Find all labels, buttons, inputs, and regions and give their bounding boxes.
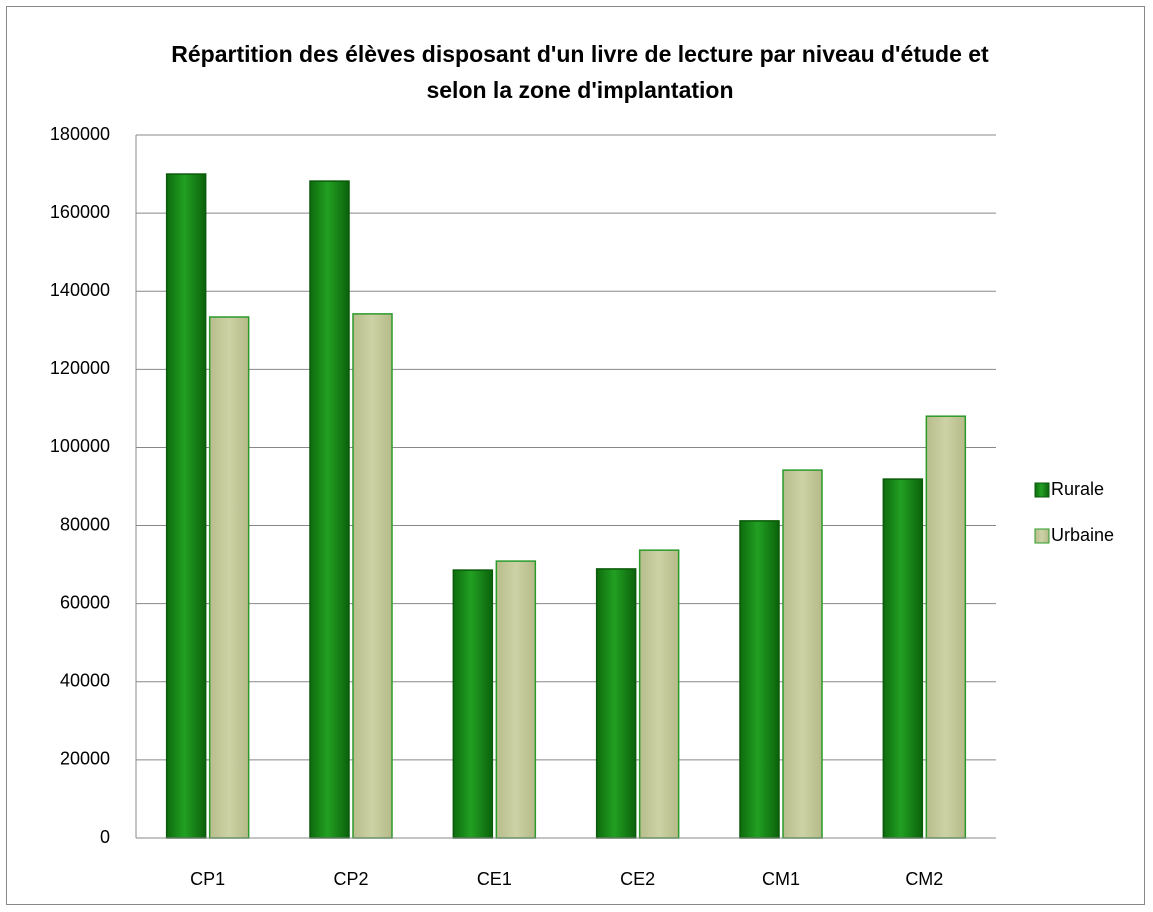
chart-title: Répartition des élèves disposant d'un li… — [171, 41, 989, 103]
x-tick-label: CE2 — [620, 869, 655, 889]
y-tick-label: 0 — [100, 827, 110, 847]
bar — [452, 569, 494, 839]
x-tick-label: CM1 — [762, 869, 800, 889]
bar — [165, 173, 207, 839]
y-tick-label: 160000 — [50, 202, 110, 222]
x-tick-label: CE1 — [477, 869, 512, 889]
y-tick-label: 60000 — [60, 592, 110, 612]
bar — [495, 560, 537, 839]
y-tick-label: 40000 — [60, 671, 110, 691]
bar — [739, 520, 780, 839]
legend-label: Rurale — [1051, 479, 1104, 499]
legend-swatch — [1034, 528, 1050, 544]
x-tick-label: CP1 — [190, 869, 225, 889]
y-tick-label: 120000 — [50, 358, 110, 378]
bar — [595, 568, 637, 839]
legend-label: Urbaine — [1051, 525, 1114, 545]
chart-frame — [6, 6, 1145, 905]
y-tick-label: 20000 — [60, 749, 110, 769]
legend-swatch — [1034, 482, 1050, 498]
bar — [309, 180, 350, 839]
bar — [208, 316, 250, 839]
y-tick-label: 180000 — [50, 124, 110, 144]
y-tick-label: 100000 — [50, 436, 110, 456]
y-tick-label: 140000 — [50, 280, 110, 300]
x-tick-label: CM2 — [905, 869, 943, 889]
x-tick-label: CP2 — [333, 869, 368, 889]
bar — [352, 313, 393, 839]
bar — [638, 549, 680, 839]
bar — [882, 478, 924, 839]
y-tick-label: 80000 — [60, 514, 110, 534]
bar — [925, 415, 967, 839]
bar — [782, 469, 823, 839]
